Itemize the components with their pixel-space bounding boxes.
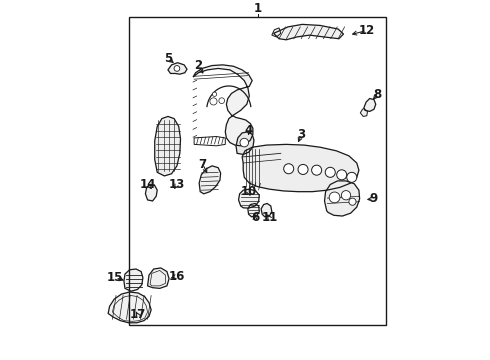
Text: 16: 16 (169, 270, 185, 283)
Polygon shape (248, 203, 259, 217)
Text: 8: 8 (373, 88, 382, 101)
Text: 5: 5 (164, 52, 172, 65)
Text: 6: 6 (251, 211, 259, 224)
Text: 2: 2 (195, 59, 202, 72)
Polygon shape (272, 28, 281, 37)
Text: 11: 11 (261, 211, 277, 224)
Text: 14: 14 (140, 178, 156, 191)
Circle shape (240, 138, 248, 147)
Bar (128, 17, 387, 325)
Text: 15: 15 (107, 271, 123, 284)
Circle shape (284, 164, 294, 174)
Circle shape (329, 192, 340, 203)
Text: 17: 17 (129, 308, 146, 321)
Polygon shape (236, 132, 254, 154)
Polygon shape (193, 65, 253, 146)
Polygon shape (108, 292, 151, 323)
Polygon shape (146, 184, 157, 201)
Circle shape (210, 98, 217, 105)
Text: 1: 1 (253, 3, 262, 15)
Polygon shape (261, 203, 272, 217)
Polygon shape (273, 24, 343, 40)
Text: 9: 9 (370, 192, 378, 205)
Polygon shape (168, 63, 187, 74)
Text: 10: 10 (241, 185, 257, 198)
Polygon shape (147, 268, 169, 288)
Circle shape (219, 98, 224, 104)
Circle shape (325, 167, 335, 177)
Circle shape (337, 170, 347, 180)
Circle shape (298, 165, 308, 175)
Text: 7: 7 (198, 158, 207, 171)
Circle shape (349, 198, 356, 205)
Circle shape (174, 66, 180, 71)
Text: 13: 13 (169, 178, 185, 191)
Polygon shape (242, 144, 359, 192)
Polygon shape (239, 189, 259, 208)
Polygon shape (360, 109, 368, 116)
Polygon shape (364, 99, 376, 112)
Text: 4: 4 (245, 124, 253, 137)
Polygon shape (324, 181, 360, 216)
Polygon shape (155, 116, 180, 176)
Circle shape (312, 165, 321, 175)
Text: 12: 12 (359, 24, 375, 37)
Circle shape (212, 92, 217, 96)
Circle shape (347, 172, 357, 183)
Polygon shape (199, 166, 221, 194)
Circle shape (342, 190, 351, 200)
Text: 3: 3 (297, 128, 306, 141)
Polygon shape (124, 269, 143, 291)
